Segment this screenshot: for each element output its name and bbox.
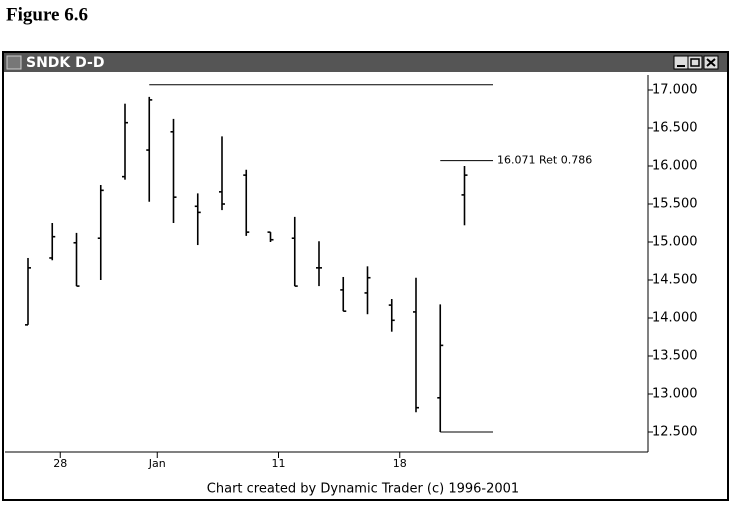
y-tick-label: 14.000 <box>652 311 698 326</box>
y-tick-label: 12.500 <box>652 425 698 440</box>
x-tick-label: 11 <box>272 457 286 470</box>
window-buttons[interactable] <box>673 55 719 70</box>
y-tick-label: 17.000 <box>652 83 698 98</box>
y-tick-label: 14.500 <box>652 273 698 288</box>
title-bar <box>4 53 727 72</box>
y-tick-label: 15.000 <box>652 235 698 250</box>
y-tick-label: 13.500 <box>652 349 698 364</box>
x-tick-label: 28 <box>53 457 67 470</box>
x-tick-label: Jan <box>148 457 166 470</box>
y-tick-label: 15.500 <box>652 197 698 212</box>
y-tick-label: 16.500 <box>652 121 698 136</box>
y-tick-label: 16.000 <box>652 159 698 174</box>
reference-label: 16.071 Ret 0.786 <box>497 154 592 167</box>
footer: Chart created by Dynamic Trader (c) 1996… <box>207 482 519 497</box>
x-tick-label: 18 <box>393 457 407 470</box>
y-tick-label: 13.000 <box>652 387 698 402</box>
window-icon <box>6 55 22 70</box>
window-title: SNDK D-D <box>26 55 104 71</box>
figure-label: Figure 6.6 <box>6 4 88 25</box>
window <box>2 51 729 501</box>
